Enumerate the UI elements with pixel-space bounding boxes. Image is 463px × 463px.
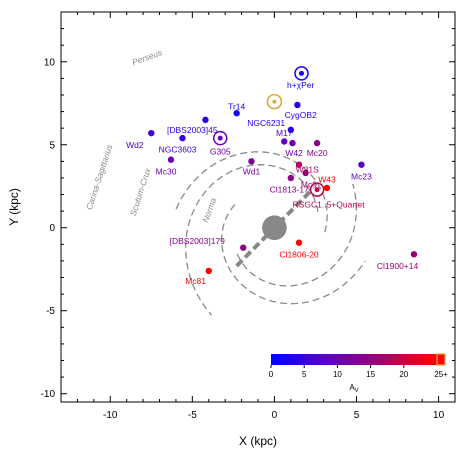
x-tick-label: 0 bbox=[272, 410, 278, 421]
cluster-label: Tr14 bbox=[228, 102, 245, 112]
cluster-label: RSGC1..5+Quartet bbox=[293, 200, 366, 210]
cluster-point bbox=[358, 161, 365, 168]
cluster-label: W31S bbox=[296, 165, 319, 175]
cluster-point bbox=[323, 184, 331, 192]
x-tick-label: 5 bbox=[354, 410, 360, 421]
cluster-point bbox=[240, 244, 247, 251]
sun-marker-ring bbox=[266, 93, 283, 110]
cluster-label: Cl1806-20 bbox=[279, 249, 318, 259]
cluster-point bbox=[281, 138, 288, 145]
x-tick-label: 10 bbox=[433, 410, 445, 421]
cluster-point bbox=[233, 110, 240, 117]
y-axis-label: Y (kpc) bbox=[7, 188, 21, 226]
cluster-point bbox=[179, 134, 186, 142]
galactic-center-disc bbox=[262, 215, 287, 241]
y-tick-label: 5 bbox=[49, 140, 55, 151]
x-tick-label: -5 bbox=[188, 410, 197, 421]
cluster-point bbox=[295, 239, 303, 246]
cluster-point bbox=[205, 267, 212, 275]
cluster-point bbox=[314, 187, 320, 193]
x-tick-label: -10 bbox=[103, 410, 118, 421]
colorbar-tick-label: 10 bbox=[333, 370, 342, 379]
cluster-point bbox=[302, 169, 309, 177]
cluster-label: W43 bbox=[318, 175, 336, 185]
cluster-point bbox=[148, 129, 155, 137]
cluster-label: Mc9 bbox=[301, 180, 317, 190]
colorbar-tick-label: 0 bbox=[269, 370, 274, 379]
spiral-arm-carina-sagittarius bbox=[236, 183, 357, 287]
arm-label: Carina-Sagittarius bbox=[84, 142, 115, 211]
cluster-label: M17 bbox=[276, 128, 293, 138]
spiral-arms bbox=[174, 151, 366, 316]
cluster-label: Mc30 bbox=[156, 166, 177, 176]
cluster-label: [DBS2003]45 bbox=[167, 125, 218, 135]
cluster-label: Mc23 bbox=[351, 171, 372, 181]
cluster-label: Wd2 bbox=[126, 140, 144, 150]
cluster-point bbox=[289, 139, 296, 147]
cluster-label: G305 bbox=[210, 146, 231, 156]
cluster-ring bbox=[309, 182, 325, 197]
arm-label: Scutum-Crux bbox=[128, 166, 153, 217]
colorbar-max-label: 25+ bbox=[434, 370, 448, 379]
colorbar-title: AV bbox=[349, 383, 358, 394]
cluster-point bbox=[287, 126, 295, 134]
arm-label: Perseus bbox=[131, 47, 164, 67]
spiral-arm-scutum-crux bbox=[221, 204, 366, 305]
cluster-point bbox=[217, 135, 223, 141]
cluster-point bbox=[202, 116, 209, 124]
galactic-center bbox=[235, 93, 314, 268]
cluster-point bbox=[410, 251, 418, 258]
colorbar: 0 5 10 15 20 25+ AV bbox=[269, 353, 448, 394]
colorbar-tick-label: 20 bbox=[399, 370, 408, 379]
cluster-label: Cl1900+14 bbox=[377, 261, 419, 271]
cluster-point bbox=[167, 156, 175, 163]
cluster-label: Wd1 bbox=[243, 166, 261, 176]
colorbar-max-cap bbox=[436, 353, 446, 366]
y-tick-label: -5 bbox=[46, 306, 55, 317]
axis-ticks: -10 -5 0 5 10 -10 -5 0 5 10 bbox=[41, 11, 456, 421]
cluster-ring bbox=[294, 66, 309, 81]
colorbar-tick-label: 5 bbox=[302, 370, 307, 379]
sun-marker-dot bbox=[272, 99, 277, 104]
spiral-arm-perseus bbox=[185, 164, 319, 316]
plot-frame bbox=[60, 11, 456, 403]
y-tick-label: 10 bbox=[44, 57, 56, 68]
cluster-label: Mc81 bbox=[185, 276, 206, 286]
cluster-label: Cl1813-17 bbox=[270, 185, 309, 195]
cluster-ring bbox=[212, 130, 228, 146]
spiral-arm-norma bbox=[174, 151, 328, 233]
cluster-label: NGC6231 bbox=[247, 118, 285, 128]
cluster-label: W42 bbox=[285, 148, 303, 158]
cluster-point bbox=[294, 101, 301, 109]
cluster-point bbox=[248, 158, 255, 165]
cluster-point bbox=[299, 70, 305, 76]
cluster-point bbox=[287, 174, 295, 182]
cluster-point bbox=[313, 139, 321, 147]
cluster-label: Mc20 bbox=[307, 148, 328, 158]
cluster-label: NGC3603 bbox=[159, 145, 197, 155]
y-tick-label: -10 bbox=[41, 389, 56, 400]
cluster-point bbox=[295, 161, 303, 168]
cluster-label: CygOB2 bbox=[285, 110, 317, 120]
cluster-label: h+χPer bbox=[287, 80, 315, 90]
x-axis-label: X (kpc) bbox=[239, 434, 277, 448]
arm-label: Norma bbox=[200, 196, 218, 224]
colorbar-tick-label: 15 bbox=[366, 370, 375, 379]
colorbar-gradient bbox=[271, 354, 437, 365]
cluster-label: [DBS2003]179 bbox=[170, 236, 226, 246]
y-tick-label: 0 bbox=[49, 223, 55, 234]
